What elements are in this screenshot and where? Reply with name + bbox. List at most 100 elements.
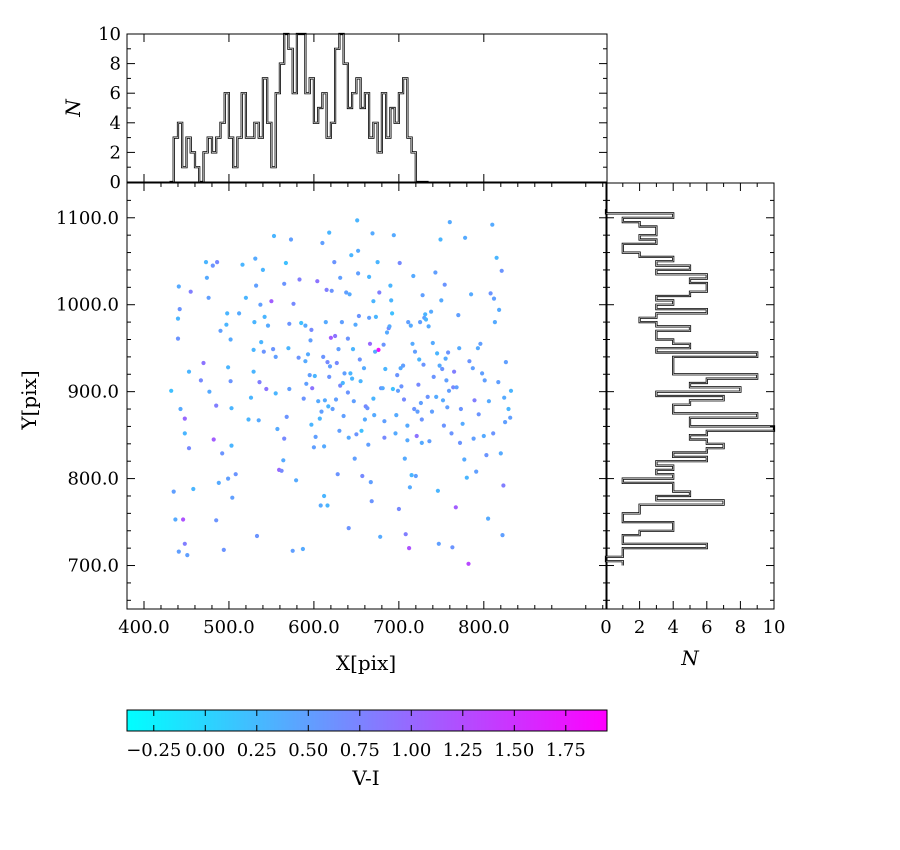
scatter-point	[328, 335, 333, 340]
scatter-point	[472, 398, 477, 403]
scatter-point	[251, 369, 256, 374]
scatter-xtick-label: 600.0	[288, 617, 340, 638]
scatter-point	[378, 534, 383, 539]
scatter-point	[210, 263, 215, 268]
scatter-point	[418, 320, 423, 325]
scatter-point	[303, 359, 308, 364]
scatter-point	[450, 545, 455, 550]
scatter-point	[221, 547, 226, 553]
scatter-point	[402, 456, 407, 461]
scatter-point	[409, 473, 414, 478]
scatter-point	[254, 533, 260, 539]
scatter-point	[508, 388, 514, 393]
scatter-point	[229, 443, 234, 448]
scatter-point	[348, 371, 353, 376]
scatter-point	[361, 366, 367, 371]
scatter-xtick-label: 400.0	[118, 617, 170, 638]
colorbar-tick-label: 1.50	[494, 740, 534, 761]
scatter-point	[403, 532, 408, 537]
scatter-ytick-label: 1100.0	[56, 208, 119, 229]
scatter-point	[471, 436, 476, 441]
scatter-point	[436, 541, 441, 546]
y-histogram-xtick-label: 4	[667, 617, 678, 638]
scatter-point	[265, 323, 271, 328]
scatter-point	[185, 553, 190, 558]
scatter-point	[414, 433, 419, 439]
scatter-point	[356, 271, 361, 276]
scatter-point	[237, 311, 242, 316]
scatter-point	[315, 279, 320, 284]
scatter-point	[368, 480, 373, 485]
scatter-point	[356, 248, 361, 253]
scatter-ytick-label: 1000.0	[56, 295, 119, 316]
scatter-point	[215, 260, 220, 265]
scatter-point	[397, 260, 402, 266]
scatter-point	[330, 406, 335, 412]
scatter-point	[457, 440, 463, 445]
scatter-point	[169, 388, 174, 393]
scatter-point	[220, 451, 225, 456]
colorbar-tick-label: −0.25	[126, 740, 181, 761]
colorbar-tick-label: 1.75	[546, 740, 586, 761]
scatter-point	[309, 422, 314, 427]
scatter-point	[261, 349, 266, 354]
y-histogram-xtick-label: 2	[634, 617, 645, 638]
scatter-point	[413, 473, 418, 479]
scatter-point	[214, 403, 219, 408]
scatter-point	[429, 309, 434, 314]
scatter-point	[182, 541, 187, 546]
scatter-point	[460, 421, 465, 426]
scatter-point	[382, 435, 387, 440]
scatter-point	[311, 445, 316, 450]
scatter-point	[458, 406, 463, 412]
scatter-point	[474, 469, 479, 474]
y-histogram-xtick-label: 6	[701, 617, 712, 638]
scatter-point	[216, 480, 221, 485]
scatter-point	[410, 341, 415, 346]
scatter-point	[503, 360, 508, 365]
scatter-point	[380, 386, 385, 391]
colorbar-tick-label: 0.50	[288, 740, 328, 761]
scatter-point	[301, 396, 306, 401]
scatter-point	[421, 362, 426, 367]
scatter-point	[346, 526, 351, 531]
scatter-point	[198, 378, 203, 383]
scatter-point	[376, 347, 381, 352]
scatter-point	[451, 385, 456, 390]
scatter-point	[269, 299, 274, 304]
scatter-point	[312, 373, 317, 379]
scatter-point	[354, 432, 359, 437]
scatter-point	[325, 360, 330, 365]
scatter-point	[350, 347, 356, 352]
scatter-point	[319, 409, 324, 414]
scatter-point	[449, 431, 454, 436]
scatter-point	[506, 406, 511, 412]
x-histogram-ylabel: N	[61, 98, 85, 118]
scatter-point	[445, 405, 450, 410]
scatter-point	[490, 222, 495, 227]
scatter-point	[486, 399, 491, 404]
scatter-point	[486, 516, 491, 521]
scatter-point	[332, 260, 337, 265]
scatter-point	[260, 267, 265, 272]
scatter-point	[476, 412, 481, 417]
scatter-point	[186, 446, 192, 451]
scatter-point	[340, 380, 345, 386]
scatter-point	[335, 472, 340, 477]
scatter-point	[233, 472, 238, 477]
scatter-point	[360, 473, 365, 479]
scatter-point	[281, 458, 286, 463]
scatter-point	[375, 260, 380, 265]
scatter-point	[290, 548, 295, 553]
scatter-frame	[126, 182, 608, 610]
scatter-point	[338, 383, 343, 388]
scatter-point	[282, 436, 287, 441]
scatter-point	[427, 439, 432, 444]
scatter-point	[181, 517, 186, 522]
scatter-point	[418, 400, 423, 406]
scatter-point	[408, 323, 413, 328]
scatter-point	[481, 433, 486, 439]
scatter-point	[431, 374, 436, 379]
scatter-point	[387, 324, 392, 329]
y-histogram-step-inner	[605, 209, 775, 566]
